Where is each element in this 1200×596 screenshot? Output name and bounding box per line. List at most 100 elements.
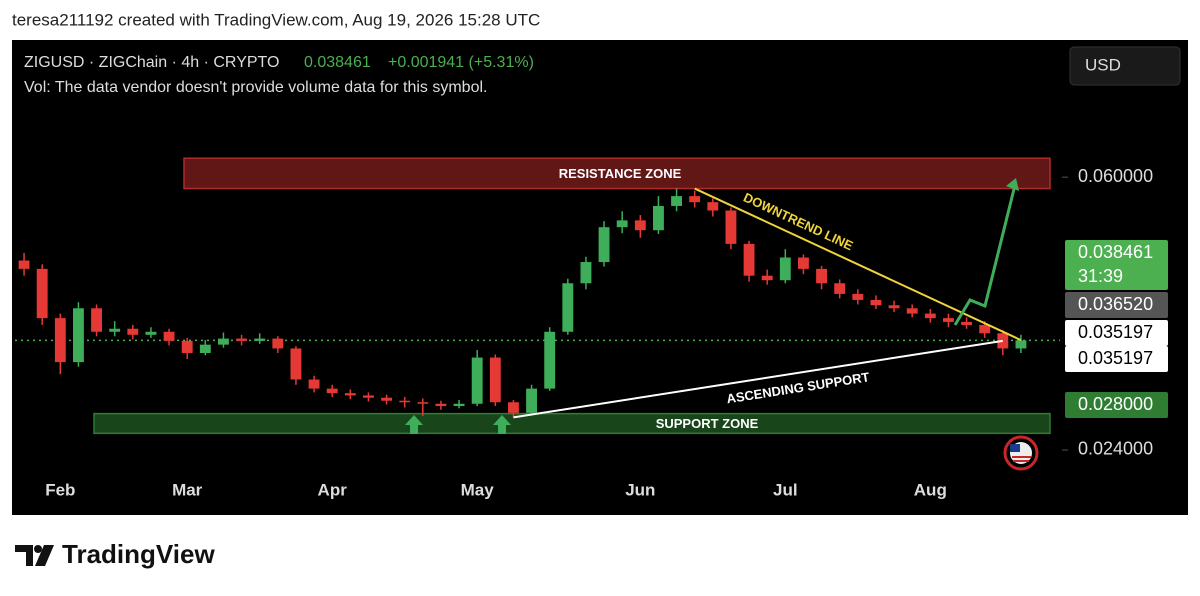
candle-body <box>453 403 465 407</box>
logo-part <box>34 545 42 553</box>
up-arrow <box>493 415 511 434</box>
candle-body <box>399 400 411 403</box>
zone <box>93 412 1051 435</box>
candle-body <box>254 338 266 341</box>
candle-body <box>634 220 646 231</box>
x-tick-label: Aug <box>914 480 947 499</box>
y-tick-label: 0.024000 <box>1078 439 1153 459</box>
candle-body <box>109 328 121 332</box>
candle-body <box>363 395 374 398</box>
x-tick-label: Feb <box>45 480 75 499</box>
candle-body <box>272 338 284 349</box>
flag-stripes <box>1012 456 1031 462</box>
candle-body <box>181 340 193 353</box>
candle-body <box>508 402 519 413</box>
price-label: 0.028000 <box>1078 394 1153 414</box>
flag-ring <box>1003 435 1039 471</box>
candle-body <box>435 403 447 407</box>
price-label-box <box>1065 320 1168 346</box>
candle-body <box>1015 340 1027 349</box>
candle-body <box>761 275 773 281</box>
symbol: ZIGUSD · ZIGChain · 4h · CRYPTO <box>24 54 279 71</box>
candle-body <box>417 402 429 404</box>
projection-arrow-head <box>1006 178 1019 191</box>
y-tick-label: 0.060000 <box>1078 166 1153 186</box>
candle-body <box>924 313 936 319</box>
candle-body <box>18 260 30 269</box>
candle-body <box>36 268 48 319</box>
volume-note: Vol: The data vendor doesn't provide vol… <box>24 79 487 96</box>
countdown: 31:39 <box>1078 266 1123 286</box>
zone <box>183 157 1051 190</box>
candle-body <box>671 196 682 206</box>
price-label: 0.036520 <box>1078 294 1153 314</box>
candle-body <box>381 397 392 401</box>
candle-body <box>489 357 501 403</box>
candle-body <box>544 331 556 389</box>
candle-body <box>236 338 247 341</box>
candle-body <box>979 324 991 334</box>
candle-body <box>91 308 102 332</box>
brand-logo <box>15 545 54 566</box>
price-label: 0.035197 <box>1078 322 1153 342</box>
candle-body <box>326 388 338 394</box>
candle-body <box>798 257 809 269</box>
projection-arrow <box>953 184 1017 326</box>
zone-label: SUPPORT ZONE <box>656 416 759 431</box>
trendline <box>694 187 1022 342</box>
candle-body <box>199 344 211 353</box>
trendline <box>513 339 1003 419</box>
candle-body <box>779 257 791 281</box>
x-tick-label: Jul <box>773 480 798 499</box>
currency-button[interactable] <box>1069 46 1181 86</box>
candle-body <box>943 318 954 322</box>
candle-body <box>562 283 574 332</box>
x-tick-label: Mar <box>172 480 203 499</box>
candle-body <box>218 338 229 345</box>
chart-panel <box>12 40 1188 515</box>
candle-body <box>616 220 628 228</box>
support-arrows <box>405 415 511 434</box>
candle-body <box>689 196 701 203</box>
logo-part <box>15 545 33 566</box>
x-tick-label: May <box>461 480 495 499</box>
flag-canton <box>1010 444 1020 452</box>
candle-body <box>290 348 302 380</box>
candle-body <box>725 210 737 244</box>
candle-body <box>816 268 827 284</box>
price-label-box <box>1065 240 1168 290</box>
candle-body <box>163 331 175 341</box>
price-label-box <box>1065 292 1168 318</box>
candle-body <box>73 308 84 363</box>
candle-body <box>707 202 719 211</box>
credit: teresa211192 created with TradingView.co… <box>12 10 540 29</box>
x-tick-label: Apr <box>318 480 348 499</box>
price-label-box <box>1065 392 1168 418</box>
last-price: 0.038461 <box>304 54 371 71</box>
candle-body <box>834 283 846 294</box>
candle-body <box>888 305 900 309</box>
candle-body <box>870 299 882 306</box>
candle-body <box>598 227 610 263</box>
up-arrow <box>405 415 423 434</box>
candle-body <box>471 357 483 404</box>
flag-icon <box>1003 435 1039 471</box>
candle-body <box>580 262 592 284</box>
price-label: 0.038461 <box>1078 242 1153 262</box>
candle-body <box>127 328 139 335</box>
x-tick-label: Jun <box>625 480 655 499</box>
price-change: +0.001941 (+5.31%) <box>388 54 534 71</box>
candle-body <box>54 318 66 363</box>
candle-body <box>961 321 972 325</box>
price-label: 0.035197 <box>1078 348 1153 368</box>
candle-body <box>653 205 664 231</box>
candle-body <box>145 331 157 335</box>
candle-body <box>526 388 537 413</box>
candle-body <box>344 393 356 396</box>
zone-label: RESISTANCE ZONE <box>559 166 682 181</box>
currency[interactable]: USD <box>1085 55 1121 74</box>
candle-body <box>308 379 320 389</box>
brand: TradingView <box>62 539 215 569</box>
